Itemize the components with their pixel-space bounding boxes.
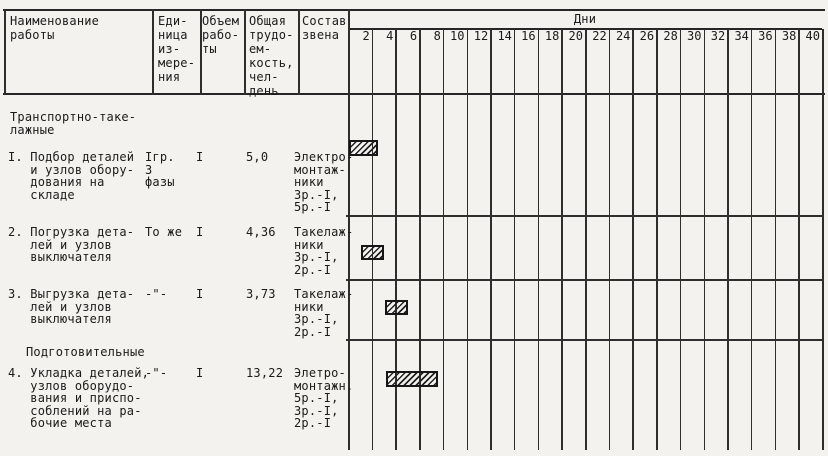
col-border-labor <box>244 9 246 95</box>
grid-line-day-38 <box>798 29 800 450</box>
grid-line-day-12 <box>490 29 492 450</box>
day-tick-label-30: 30 <box>687 29 702 43</box>
day-tick-label-10: 10 <box>450 29 465 43</box>
grid-line-day-32 <box>727 29 729 450</box>
day-tick-label-8: 8 <box>433 29 441 43</box>
col-header-work-name: Наименование работы <box>10 14 100 42</box>
section-label-transport: Транспортно-таке- лажные <box>10 110 137 137</box>
unit-cell: То же <box>145 225 183 239</box>
grid-line-day-0 <box>348 9 350 450</box>
col-header-volume: Объем рабо- ты <box>202 14 240 56</box>
grid-line-day-16 <box>537 29 540 450</box>
day-tick-label-4: 4 <box>386 29 394 43</box>
grid-line-day-8 <box>442 29 445 450</box>
col-header-unit: Еди- ница из- мере- ния <box>158 14 196 84</box>
day-tick-label-14: 14 <box>497 29 512 43</box>
col-header-labor: Общая трудо- ем- кость, чел- день <box>249 14 294 98</box>
labor-cell: 5,0 <box>246 150 269 164</box>
team-cell: Электро- монтаж- ники 3р.-I, 5р.-I <box>294 150 354 214</box>
work-name-cell: 4. Укладка деталей, узлов оборудо- вания… <box>8 366 150 430</box>
gantt-bar-row-1 <box>348 140 379 156</box>
team-cell: Такелаж- ники 3р.-I, 2р.-I <box>294 287 354 339</box>
team-cell: Такелаж- ники 3р.-I, 2р.-I <box>294 225 354 277</box>
labor-cell: 3,73 <box>246 287 276 301</box>
gantt-bar-row-3 <box>384 300 408 315</box>
col-border-volume <box>200 9 202 95</box>
grid-line-day-18 <box>561 29 563 450</box>
volume-cell: I <box>196 225 204 239</box>
day-tick-label-20: 20 <box>568 29 583 43</box>
grid-line-day-6 <box>419 29 421 450</box>
day-tick-label-34: 34 <box>734 29 749 43</box>
day-tick-label-24: 24 <box>615 29 631 43</box>
volume-cell: I <box>196 287 204 301</box>
grid-line-day-20 <box>585 29 587 450</box>
day-tick-label-18: 18 <box>544 29 560 43</box>
grid-line-day-4 <box>395 29 397 450</box>
day-tick-label-2: 2 <box>362 29 370 43</box>
grid-line-day-40 <box>822 29 824 450</box>
volume-cell: I <box>196 366 204 380</box>
unit-cell: -"- <box>145 287 168 301</box>
grid-line-day-28 <box>679 29 682 450</box>
gantt-row-separator-1 <box>346 215 822 217</box>
day-tick-label-26: 26 <box>639 29 655 43</box>
day-tick-label-32: 32 <box>710 29 726 43</box>
labor-cell: 13,22 <box>246 366 284 380</box>
gantt-bar-row-2 <box>361 245 384 260</box>
day-tick-label-12: 12 <box>473 29 489 43</box>
day-tick-label-6: 6 <box>409 29 418 43</box>
work-name-cell: 3. Выгрузка дета- лей и узлов выключател… <box>8 287 135 326</box>
unit-cell: -"- <box>145 366 168 380</box>
day-tick-label-22: 22 <box>592 29 607 43</box>
grid-line-day-14 <box>513 29 516 450</box>
volume-cell: I <box>196 150 204 164</box>
day-tick-label-40: 40 <box>805 29 820 43</box>
day-tick-label-16: 16 <box>521 29 536 43</box>
table-top-border <box>3 9 825 11</box>
col-border-team <box>298 9 300 95</box>
work-name-cell: 2. Погрузка дета- лей и узлов выключател… <box>8 225 135 264</box>
day-tick-label-38: 38 <box>781 29 797 43</box>
table-left-border <box>4 9 6 95</box>
day-tick-label-36: 36 <box>758 29 773 43</box>
day-tick-label-28: 28 <box>663 29 678 43</box>
grid-line-day-10 <box>466 29 468 450</box>
section-label-preparatory: Подготовительные <box>26 345 145 359</box>
gantt-row-separator-3 <box>346 339 822 341</box>
grid-line-day-22 <box>608 29 611 450</box>
labor-cell: 4,36 <box>246 225 276 239</box>
col-header-team: Состав звена <box>302 14 347 42</box>
work-name-cell: I. Подбор деталей и узлов обору- дования… <box>8 150 135 202</box>
grid-line-day-24 <box>632 29 634 450</box>
col-border-unit <box>152 9 154 95</box>
gantt-row-separator-2 <box>346 279 822 281</box>
grid-line-day-36 <box>774 29 777 450</box>
grid-line-day-34 <box>750 29 753 450</box>
grid-line-day-30 <box>703 29 705 450</box>
header-bottom-border <box>3 93 825 95</box>
unit-cell: Iгр. 3 фазы <box>145 150 175 189</box>
gantt-bar-row-4 <box>385 371 438 387</box>
grid-line-day-2 <box>371 29 374 450</box>
team-cell: Элетро- монтажн. 5р.-I, 3р.-I, 2р.-I <box>294 366 354 430</box>
grid-line-day-26 <box>656 29 658 450</box>
days-header-title: Дни <box>573 12 597 26</box>
